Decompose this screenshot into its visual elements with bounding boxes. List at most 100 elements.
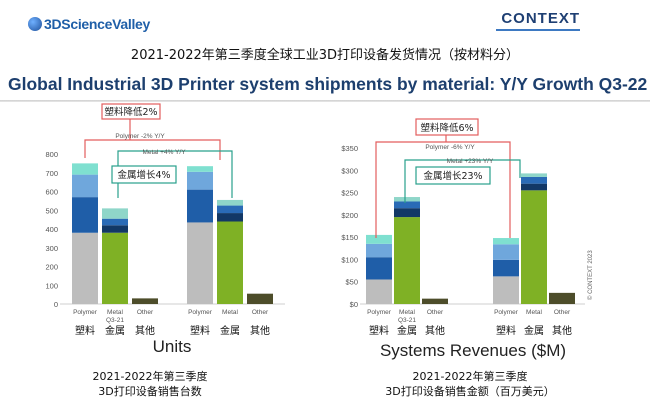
revenue-metal-connector (404, 159, 521, 203)
units-q3-22-polymer-segment (187, 189, 213, 223)
units-category-label: Other (252, 309, 269, 316)
revenue-title: Systems Revenues ($M) (380, 341, 566, 360)
rev-q3-22-metal-segment (521, 183, 547, 191)
units-cn-polymer-box (101, 103, 161, 120)
rev-q3-21-other-segment (422, 298, 448, 304)
units-q3-21-metal-segment (102, 218, 128, 226)
brand-underline (496, 29, 580, 31)
revenue-bars (366, 173, 575, 304)
rev-y-tick: $300 (341, 166, 358, 175)
revenue-cn-metal-box (415, 166, 491, 185)
units-category-label-cn: 塑料 (75, 324, 95, 337)
units-q3-22-metal-segment (217, 205, 243, 214)
units-y-tick: 800 (45, 150, 58, 159)
units-q3-21-polymer-segment (72, 197, 98, 233)
rev-q3-21-metal-segment (394, 197, 420, 202)
units-y-tick: 100 (45, 281, 58, 290)
rev-q3-22-polymer-segment (493, 238, 519, 245)
chinese-title: 2021-2022年第三季度全球工业3D打印设备发货情况（按材料分） (130, 48, 520, 63)
title-divider (0, 100, 650, 102)
units-polymer-connector (84, 139, 221, 160)
units-category-label-cn: 其他 (250, 324, 270, 337)
rev-q3-21-metal-segment (394, 201, 420, 209)
revenue-cn-polymer: 塑料降低6% (420, 122, 473, 134)
rev-q3-22-metal-segment (521, 176, 547, 184)
units-category-labels: Polymer 塑料 Metal 金属 Other 其他 Q3-21 Polymer 塑料 Met… (73, 309, 270, 337)
units-cn-polymer: 塑料降低2% (104, 106, 157, 118)
units-q3-22-metal-segment (217, 221, 243, 304)
rev-category-label-cn: 塑料 (496, 324, 516, 337)
rev-q3-21-metal-segment (394, 208, 420, 218)
copyright-text: © CONTEXT 2023 (587, 250, 594, 300)
rev-category-label: Metal (526, 309, 542, 316)
units-q3-21-metal-segment (102, 232, 128, 304)
rev-q3-21-polymer-segment (366, 279, 392, 304)
units-category-label: Polymer (73, 309, 98, 316)
rev-q3-21-polymer-segment (366, 243, 392, 258)
units-caption-line1: 2021-2022年第三季度 (93, 369, 208, 383)
units-category-label: Metal (222, 309, 238, 316)
rev-category-label-cn: 金属 (524, 324, 544, 337)
rev-y-tick: $200 (341, 211, 358, 220)
globe-icon (28, 17, 42, 31)
units-category-label-cn: 塑料 (190, 324, 210, 337)
units-y-tick: 700 (45, 169, 58, 178)
units-y-tick: 500 (45, 206, 58, 215)
logo: 3DScienceValley (28, 16, 150, 32)
units-q3-22-polymer-segment (187, 166, 213, 172)
rev-category-label-cn: 金属 (397, 324, 417, 337)
units-q3-21-polymer-segment (72, 174, 98, 198)
rev-q3-22-metal-segment (521, 190, 547, 304)
units-q3-22-polymer-segment (187, 222, 213, 304)
rev-q3-22-polymer-segment (493, 276, 519, 304)
rev-y-tick: $350 (341, 144, 358, 153)
units-q3-21-metal-segment (102, 208, 128, 219)
units-y-tick: 200 (45, 263, 58, 272)
units-q3-22-metal-segment (217, 213, 243, 222)
units-q3-21-metal-segment (102, 225, 128, 233)
rev-q3-22-other-segment (549, 292, 575, 304)
units-bars (72, 163, 273, 304)
rev-y-tick: $50 (345, 278, 358, 287)
rev-category-label-cn: 塑料 (369, 324, 389, 337)
revenue-chart: $0 $50 $100 $150 $200 $250 $300 $350 Polymer 塑料 M… (341, 118, 594, 398)
units-y-tick: 300 (45, 244, 58, 253)
units-cn-metal-box (111, 165, 177, 184)
units-category-label-cn: 金属 (220, 324, 240, 337)
rev-y-tick: $250 (341, 189, 358, 198)
units-title: Units (153, 337, 192, 356)
revenue-caption-line2: 3D打印设备销售金额（百万美元） (385, 384, 554, 398)
units-category-label: Polymer (188, 309, 213, 316)
rev-category-label-cn: 其他 (552, 324, 572, 337)
units-q3-22-metal-segment (217, 199, 243, 206)
units-y-tick: 0 (54, 300, 58, 309)
revenue-caption-line1: 2021-2022年第三季度 (413, 369, 528, 383)
rev-y-tick: $150 (341, 233, 358, 242)
revenue-y-axis: $0 $50 $100 $150 $200 $250 $300 $350 (341, 144, 358, 309)
units-q3-22-polymer-segment (187, 171, 213, 190)
rev-category-label: Other (554, 309, 571, 316)
units-en-metal: Metal +4% Y/Y (142, 149, 186, 156)
rev-q3-21-metal-segment (394, 217, 420, 304)
units-en-polymer: Polymer -2% Y/Y (115, 133, 165, 140)
rev-category-label: Polymer (494, 309, 519, 316)
rev-y-tick: $100 (341, 255, 358, 264)
units-y-axis: 0 100 200 300 400 500 600 700 800 (45, 150, 58, 309)
logo-text: 3DScienceValley (44, 16, 151, 32)
rev-q3-22-metal-segment (521, 173, 547, 177)
units-q3-21-polymer-segment (72, 163, 98, 175)
units-y-tick: 600 (45, 188, 58, 197)
revenue-cn-metal: 金属增长23% (423, 170, 482, 182)
units-y-tick: 400 (45, 225, 58, 234)
revenue-cn-polymer-box (415, 118, 479, 136)
units-q3-21-polymer-segment (72, 232, 98, 304)
rev-y-tick: $0 (350, 300, 358, 309)
units-category-label: Metal (107, 309, 123, 316)
rev-category-label: Metal (399, 309, 415, 316)
rev-category-label: Polymer (367, 309, 392, 316)
rev-q3-21-polymer-segment (366, 234, 392, 244)
english-title: Global Industrial 3D Printer system ship… (8, 74, 648, 94)
units-category-label: Other (137, 309, 154, 316)
revenue-polymer-connector (375, 141, 511, 238)
